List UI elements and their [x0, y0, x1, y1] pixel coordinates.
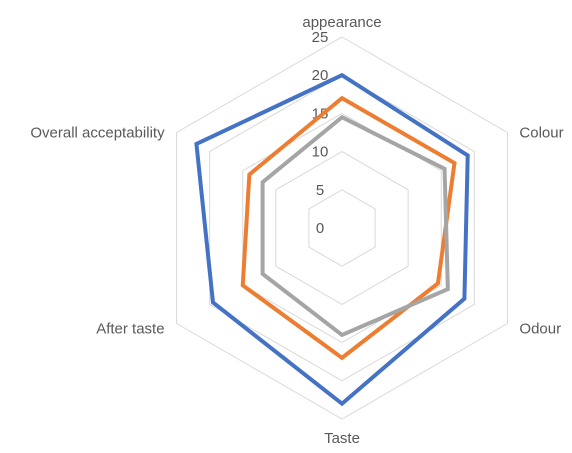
grid-ring-25 — [176, 36, 508, 420]
series-2-polygon — [240, 95, 457, 361]
tick-label-5: 5 — [316, 182, 324, 199]
axis-label-odour: Odour — [519, 321, 561, 338]
radar-series — [194, 72, 470, 407]
grid-ring-10 — [275, 151, 409, 305]
axis-label-after-taste: After taste — [96, 321, 164, 338]
axis-label-colour: Colour — [519, 125, 563, 142]
grid-ring-15 — [242, 112, 442, 344]
radar-grid — [176, 36, 508, 420]
series-1-polygon — [194, 72, 470, 407]
axis-labels: appearance Colour Odour Taste After tast… — [30, 14, 563, 447]
tick-label-20: 20 — [312, 67, 329, 84]
tick-label-10: 10 — [312, 144, 329, 161]
axis-label-overall-acceptability: Overall acceptability — [30, 125, 165, 142]
tick-label-0: 0 — [316, 220, 324, 237]
grid-ring-5 — [308, 189, 376, 267]
tick-label-25: 25 — [312, 29, 329, 46]
axis-label-appearance: appearance — [302, 14, 381, 31]
axis-label-taste: Taste — [324, 430, 360, 447]
grid-ring-20 — [209, 74, 475, 382]
series-3-polygon — [260, 114, 450, 338]
